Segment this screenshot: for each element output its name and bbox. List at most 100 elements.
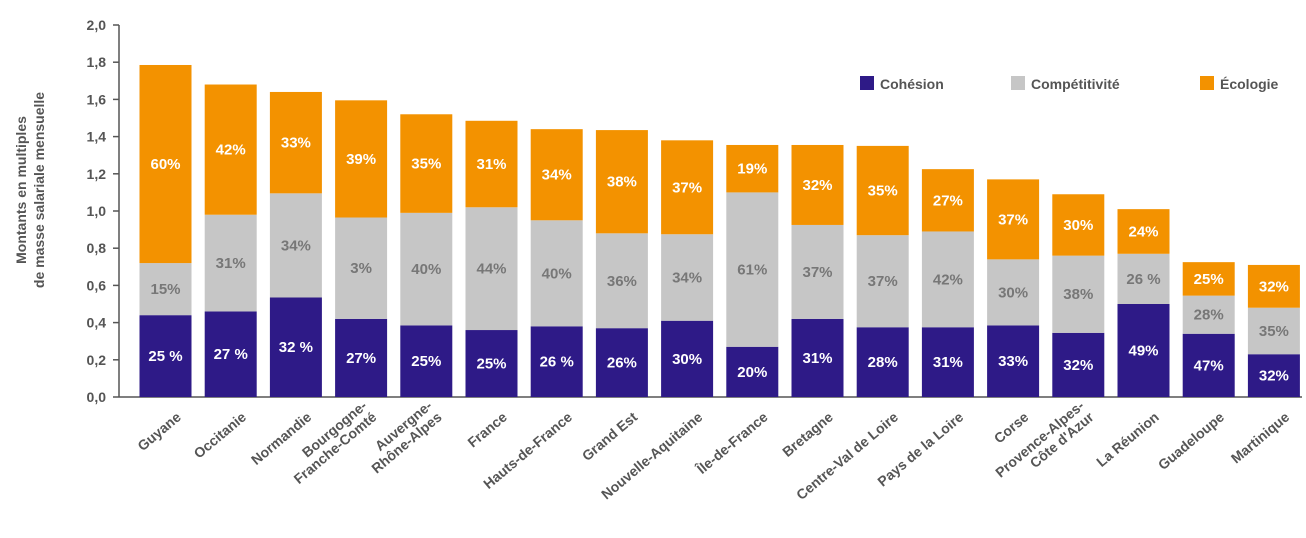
x-category-label: Occitanie [190, 409, 249, 462]
bar-segment [530, 220, 583, 327]
x-category-label: Île-de-France [692, 408, 771, 478]
bar-segment [1182, 295, 1235, 334]
bar-segment [269, 91, 322, 194]
bar-segment [204, 84, 257, 215]
data-label: 35% [1259, 323, 1289, 340]
bar-segment [400, 212, 453, 326]
bar-segment [335, 318, 388, 397]
data-label: 3% [350, 260, 372, 277]
bar-segment [1182, 333, 1235, 397]
bar-segment [856, 327, 909, 397]
bar-segment [139, 315, 192, 397]
data-label: 25% [476, 356, 506, 373]
data-label: 26 % [1126, 271, 1160, 288]
data-label: 35% [411, 156, 441, 173]
data-label: 40% [411, 261, 441, 278]
x-category-label: Martinique [1228, 409, 1293, 467]
bar-segment [269, 297, 322, 397]
bar-segment [1117, 209, 1170, 254]
data-label: 30% [998, 284, 1028, 301]
bar-segment [335, 217, 388, 319]
data-label: 27 % [214, 346, 248, 363]
bar-segment [335, 100, 388, 218]
bar-segment [921, 231, 974, 328]
y-tick-label: 0,6 [87, 277, 107, 293]
legend-label: Cohésion [880, 76, 944, 92]
bar-segment [400, 325, 453, 397]
bar-segment [400, 114, 453, 213]
data-label: 28% [1194, 307, 1224, 324]
legend-swatch [860, 76, 874, 90]
bar-segment [465, 120, 518, 208]
bar-segment [1247, 264, 1300, 308]
data-label: 32% [1259, 368, 1289, 385]
data-label: 27% [933, 192, 963, 209]
data-label: 26 % [540, 354, 574, 371]
x-category-label: France [464, 409, 510, 451]
data-label: 37% [802, 264, 832, 281]
bar-segment [791, 318, 844, 397]
data-label: 30% [1063, 217, 1093, 234]
bar-segment [465, 330, 518, 397]
data-label: 34% [542, 167, 572, 184]
data-label: 25% [1194, 271, 1224, 288]
bar-segment [987, 325, 1040, 397]
y-tick-label: 0,0 [87, 389, 107, 405]
bar-segment [726, 192, 779, 347]
data-label: 47% [1194, 357, 1224, 374]
legend-label: Compétitivité [1031, 76, 1120, 92]
bar-segment [1052, 255, 1105, 333]
data-label: 38% [1063, 286, 1093, 303]
bar-segment [791, 144, 844, 225]
data-label: 25 % [148, 348, 182, 365]
data-label: 15% [150, 281, 180, 298]
bar-segment [661, 140, 714, 235]
x-category-label: Normandie [248, 409, 314, 468]
bar-segment [1052, 332, 1105, 397]
bar-segment [595, 130, 648, 234]
y-tick-label: 1,0 [87, 203, 107, 219]
bar-segment [661, 320, 714, 397]
x-category-label: Bretagne [779, 409, 836, 460]
bar-segment [204, 214, 257, 312]
data-label: 42% [216, 142, 246, 159]
data-label: 49% [1128, 343, 1158, 360]
legend-swatch [1011, 76, 1025, 90]
data-label: 28% [868, 354, 898, 371]
bar-segment [530, 129, 583, 221]
x-category-label: Provence-Alpes-Côte d'Azur [992, 397, 1097, 492]
x-category-label: La Réunion [1093, 409, 1162, 470]
data-label: 27% [346, 350, 376, 367]
bar-segment [269, 193, 322, 298]
bar-segment [595, 328, 648, 397]
bar-segment [661, 234, 714, 321]
bar-segment [1247, 307, 1300, 355]
y-tick-label: 1,8 [87, 54, 107, 70]
bar-segment [987, 179, 1040, 260]
data-label: 38% [607, 174, 637, 191]
bar-segment [1247, 354, 1300, 397]
bar-segment [530, 326, 583, 397]
data-label: 32% [802, 177, 832, 194]
data-label: 32% [1063, 357, 1093, 374]
y-tick-label: 2,0 [87, 17, 107, 33]
bar-segment [1182, 262, 1235, 296]
bar-segment [726, 346, 779, 397]
bar-segment [921, 327, 974, 397]
bar-segment [856, 145, 909, 236]
x-category-label: Bourgogne-Franche-Comté [281, 397, 380, 487]
data-label: 33% [281, 135, 311, 152]
data-label: 40% [542, 265, 572, 282]
y-tick-label: 0,2 [87, 352, 107, 368]
bar-segment [139, 64, 192, 264]
data-label: 34% [281, 237, 311, 254]
x-category-label: Auvergne-Rhône-Alpes [359, 397, 445, 476]
x-category-label: Guyane [134, 409, 184, 454]
data-label: 31% [476, 156, 506, 173]
y-tick-label: 1,2 [87, 166, 107, 182]
data-label: 20% [737, 364, 767, 381]
y-tick-label: 1,6 [87, 91, 107, 107]
data-label: 36% [607, 273, 637, 290]
data-label: 31% [802, 350, 832, 367]
